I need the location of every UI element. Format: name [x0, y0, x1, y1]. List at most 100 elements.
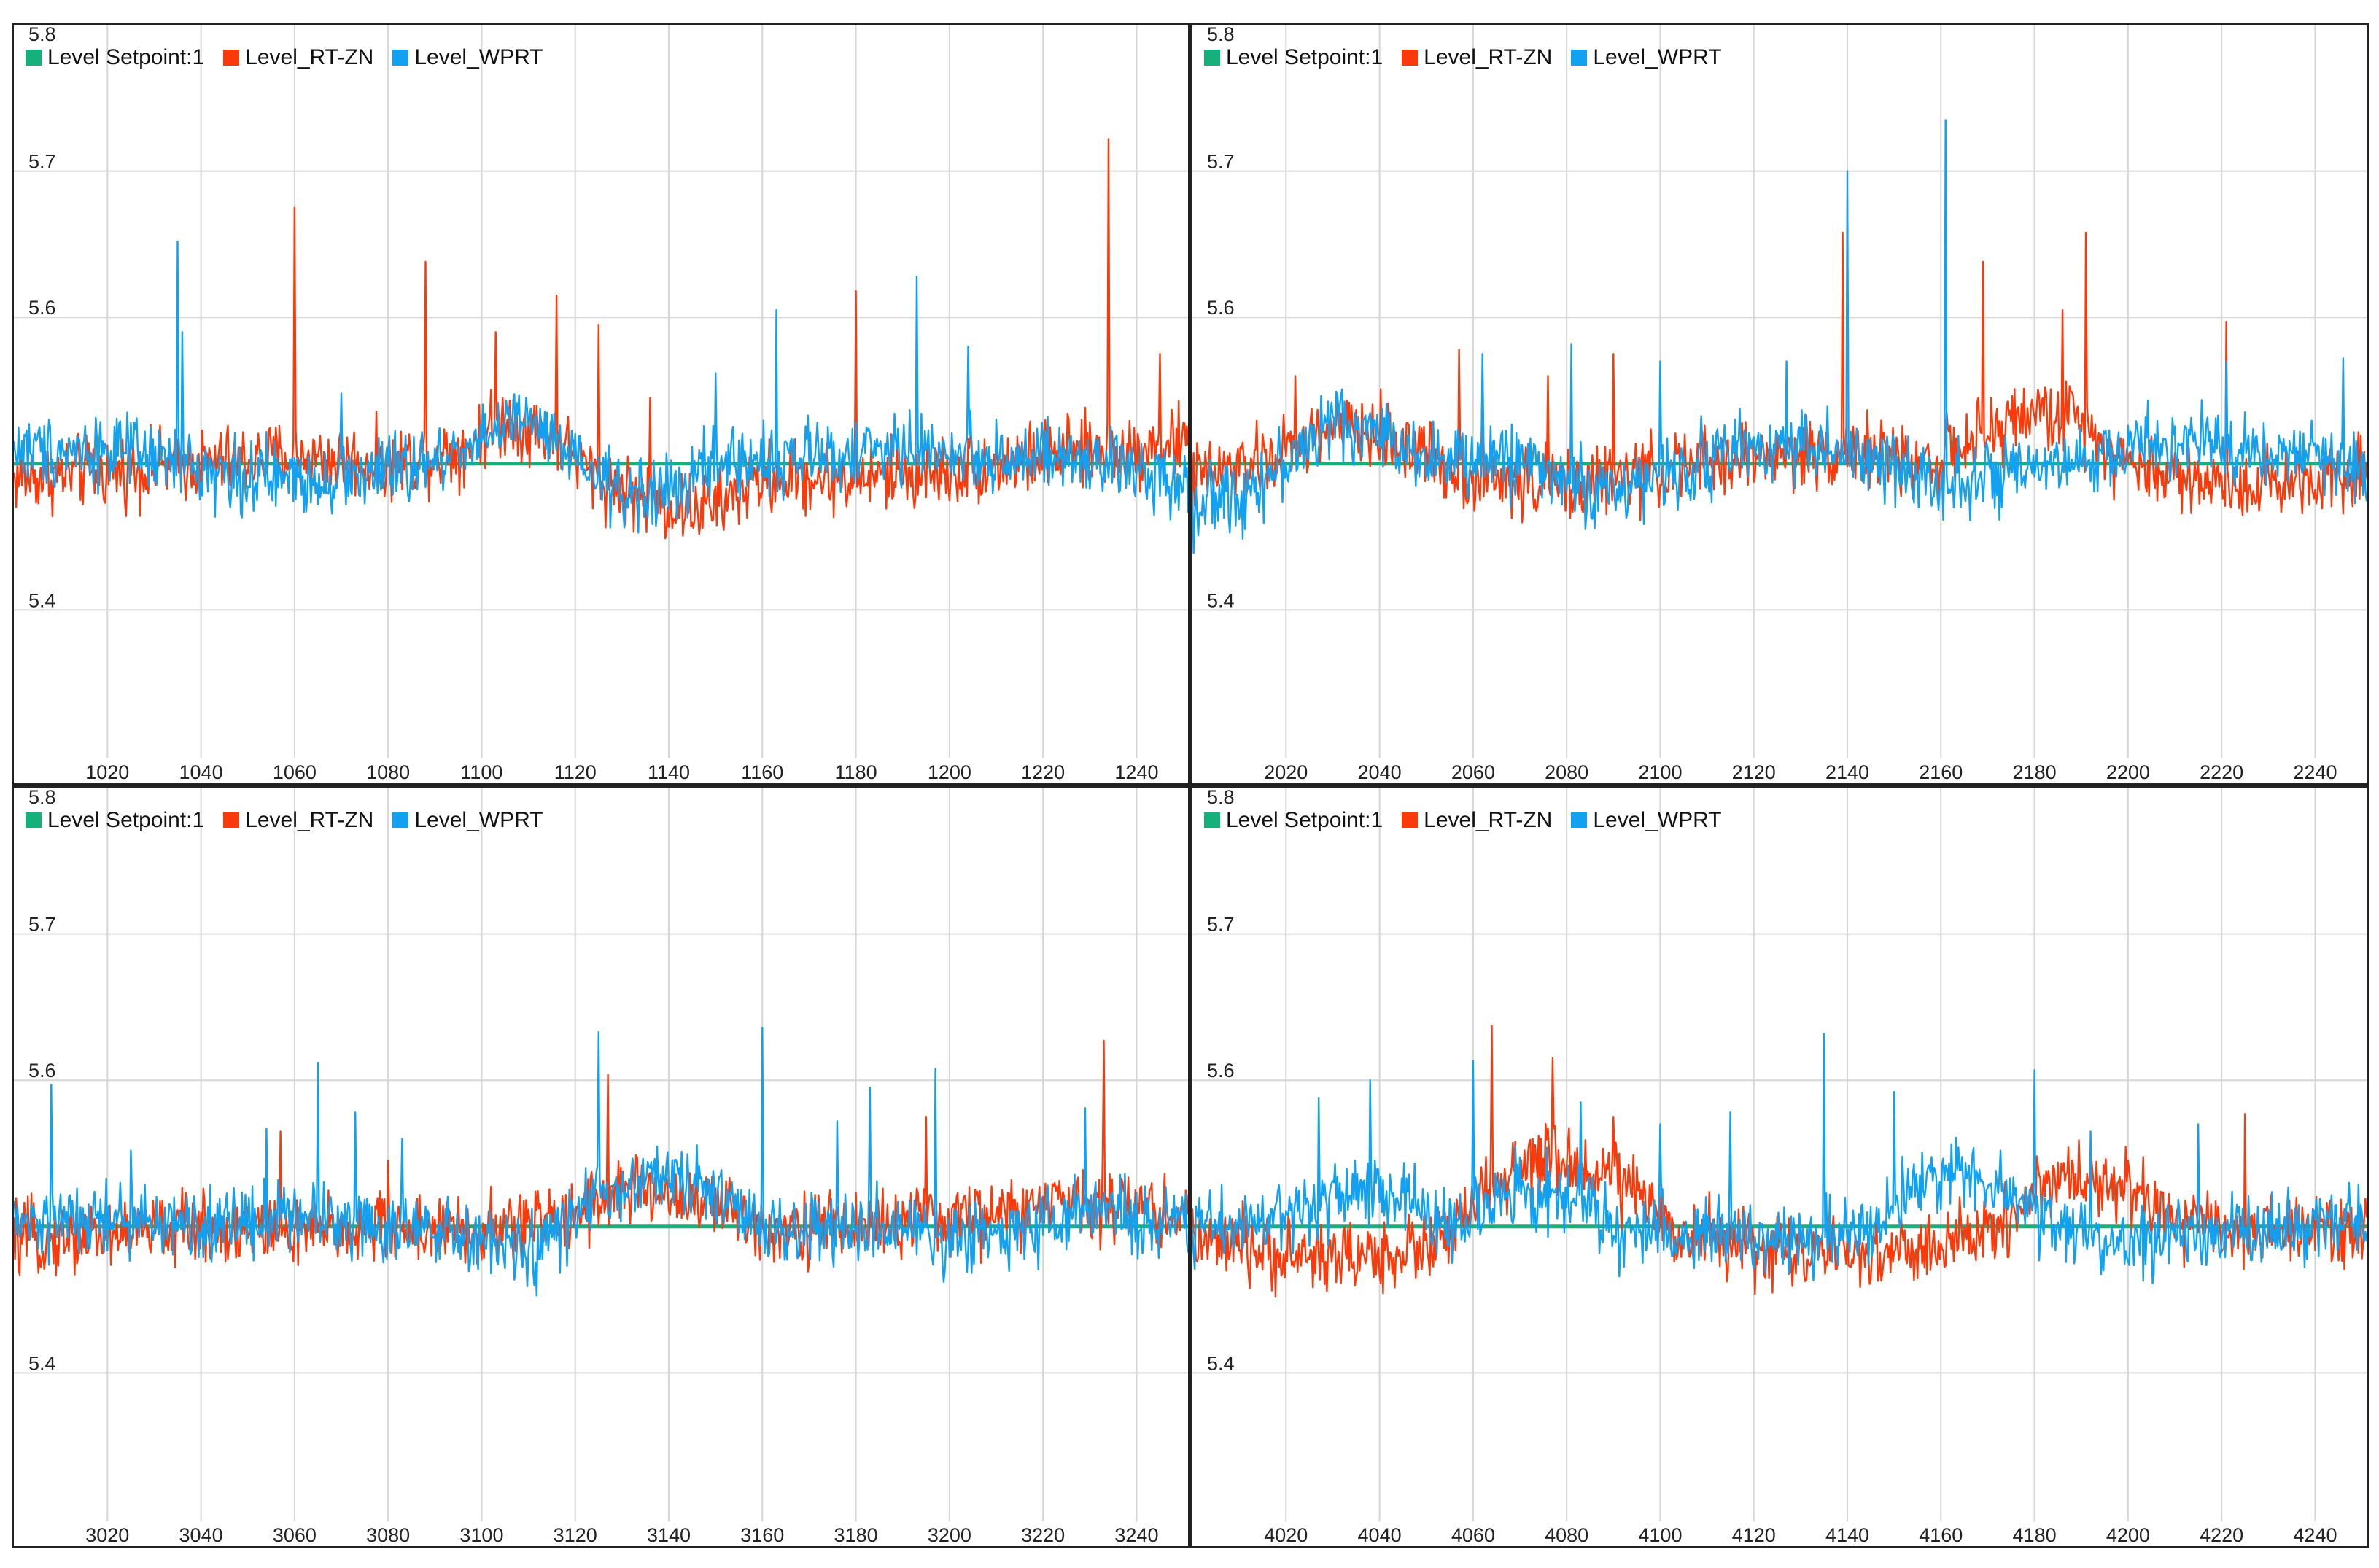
- legend-swatch: [1402, 50, 1419, 66]
- legend-label: Level Setpoint:1: [1226, 45, 1383, 69]
- x-tick-label: 4040: [1358, 1524, 1402, 1546]
- legend: Level Setpoint:1 Level_RT-ZN Level_WPRT: [1204, 808, 1722, 833]
- y-tick-label: 5.8: [1207, 25, 1235, 45]
- y-tick-label: 5.8: [1207, 788, 1235, 808]
- x-tick-label: 3120: [554, 1524, 597, 1546]
- x-tick-label: 1220: [1021, 761, 1065, 783]
- y-tick-label: 5.7: [28, 151, 56, 173]
- chart-svg: 4020 4040 4060 4080 4100 4120 4140 4160 4180 4200…: [1192, 788, 2367, 1546]
- y-tick-label: 5.4: [28, 1352, 56, 1374]
- legend-label: Level Setpoint:1: [1226, 808, 1383, 832]
- x-tick-label: 1040: [179, 761, 223, 783]
- legend-item[interactable]: Level_RT-ZN: [1402, 45, 1552, 70]
- x-tick-label: 2100: [1638, 761, 1682, 783]
- x-tick-label: 3140: [647, 1524, 691, 1546]
- x-tick-label: 4080: [1545, 1524, 1588, 1546]
- legend-item[interactable]: Level_WPRT: [1571, 808, 1722, 833]
- x-tick-label: 4020: [1264, 1524, 1308, 1546]
- x-tick-label: 4160: [1919, 1524, 1963, 1546]
- legend-label: Level_WPRT: [1593, 808, 1722, 832]
- y-tick-label: 5.6: [28, 297, 56, 319]
- legend-item[interactable]: Level_WPRT: [392, 45, 543, 70]
- legend: Level Setpoint:1 Level_RT-ZN Level_WPRT: [26, 45, 543, 70]
- y-tick-label: 5.8: [28, 25, 56, 45]
- legend-label: Level_WPRT: [414, 808, 543, 832]
- x-tick-label: 4180: [2013, 1524, 2057, 1546]
- x-tick-label: 4240: [2293, 1524, 2337, 1546]
- legend-label: Level_RT-ZN: [245, 45, 374, 69]
- x-tick-label: 1060: [273, 761, 317, 783]
- x-tick-label: 2060: [1451, 761, 1495, 783]
- x-tick-label: 4120: [1732, 1524, 1776, 1546]
- x-tick-label: 2160: [1919, 761, 1963, 783]
- x-tick-label: 2120: [1732, 761, 1776, 783]
- legend-item[interactable]: Level_WPRT: [1571, 45, 1722, 70]
- legend-swatch: [392, 50, 409, 66]
- series-level-rt-zn: [1192, 1025, 2367, 1298]
- x-tick-label: 1180: [835, 761, 877, 783]
- x-tick-label: 1100: [460, 761, 502, 783]
- x-tick-label: 1080: [366, 761, 410, 783]
- x-tick-label: 3200: [928, 1524, 971, 1546]
- x-tick-label: 3040: [179, 1524, 223, 1546]
- x-tick-label: 3160: [740, 1524, 784, 1546]
- legend-item[interactable]: Level_WPRT: [392, 808, 543, 833]
- legend-swatch: [26, 50, 42, 66]
- x-tick-label: 4220: [2200, 1524, 2243, 1546]
- legend-item[interactable]: Level Setpoint:1: [1204, 45, 1383, 70]
- y-tick-label: 5.6: [1207, 297, 1235, 319]
- y-tick-label: 5.4: [1207, 589, 1235, 611]
- legend-label: Level_WPRT: [1593, 45, 1722, 69]
- x-tick-label: 2220: [2200, 761, 2243, 783]
- x-tick-label: 2240: [2293, 761, 2337, 783]
- legend-label: Level_RT-ZN: [245, 808, 374, 832]
- legend-item[interactable]: Level_RT-ZN: [1402, 808, 1552, 833]
- x-tick-label: 1140: [648, 761, 690, 783]
- legend-item[interactable]: Level Setpoint:1: [1204, 808, 1383, 833]
- legend-item[interactable]: Level Setpoint:1: [26, 808, 204, 833]
- legend-item[interactable]: Level_RT-ZN: [223, 808, 373, 833]
- legend-swatch: [26, 812, 42, 828]
- legend-label: Level Setpoint:1: [47, 808, 205, 832]
- chart-svg: 2020 2040 2060 2080 2100 2120 2140 2160 2180 2200…: [1192, 25, 2367, 783]
- x-tick-label: 3240: [1114, 1524, 1158, 1546]
- series-level-rt-zn: [14, 1039, 1188, 1277]
- chart-svg: 1020 1040 1060 1080 1100 1120 1140 1160 1180 1200…: [14, 25, 1188, 783]
- legend: Level Setpoint:1 Level_RT-ZN Level_WPRT: [26, 808, 543, 833]
- legend-swatch: [1204, 812, 1220, 828]
- x-tick-label: 3020: [85, 1524, 129, 1546]
- chart-panel-2: 2020 2040 2060 2080 2100 2120 2140 2160 2180 2200…: [1190, 23, 2369, 785]
- x-tick-label: 1200: [928, 761, 971, 783]
- x-tick-label: 3080: [366, 1524, 410, 1546]
- x-tick-label: 2020: [1264, 761, 1308, 783]
- legend-swatch: [392, 812, 409, 828]
- y-tick-label: 5.6: [28, 1060, 56, 1082]
- x-tick-label: 2200: [2106, 761, 2150, 783]
- series-level-wprt: [1192, 119, 2367, 554]
- x-tick-label: 4140: [1825, 1524, 1869, 1546]
- x-tick-label: 2140: [1825, 761, 1869, 783]
- y-tick-label: 5.7: [1207, 151, 1235, 173]
- legend-item[interactable]: Level Setpoint:1: [26, 45, 204, 70]
- x-tick-label: 1120: [554, 761, 597, 783]
- x-tick-label: 1160: [741, 761, 783, 783]
- x-tick-label: 1240: [1114, 761, 1158, 783]
- legend: Level Setpoint:1 Level_RT-ZN Level_WPRT: [1204, 45, 1722, 70]
- y-tick-label: 5.4: [1207, 1352, 1235, 1374]
- x-tick-label: 4060: [1451, 1524, 1495, 1546]
- y-tick-label: 5.6: [1207, 1060, 1235, 1082]
- y-tick-label: 5.4: [28, 589, 56, 611]
- legend-swatch: [1402, 812, 1419, 828]
- x-tick-label: 4200: [2106, 1524, 2150, 1546]
- series-level-rt-zn: [1192, 231, 2367, 524]
- legend-swatch: [1571, 812, 1588, 828]
- legend-item[interactable]: Level_RT-ZN: [223, 45, 373, 70]
- legend-label: Level_RT-ZN: [1424, 808, 1553, 832]
- y-tick-label: 5.7: [28, 914, 56, 936]
- series-level-wprt: [14, 1026, 1188, 1297]
- series-level-wprt: [14, 240, 1188, 534]
- chart-svg: 3020 3040 3060 3080 3100 3120 3140 3160 3180 3200…: [14, 788, 1188, 1546]
- y-tick-label: 5.7: [1207, 914, 1235, 936]
- x-tick-label: 3180: [834, 1524, 878, 1546]
